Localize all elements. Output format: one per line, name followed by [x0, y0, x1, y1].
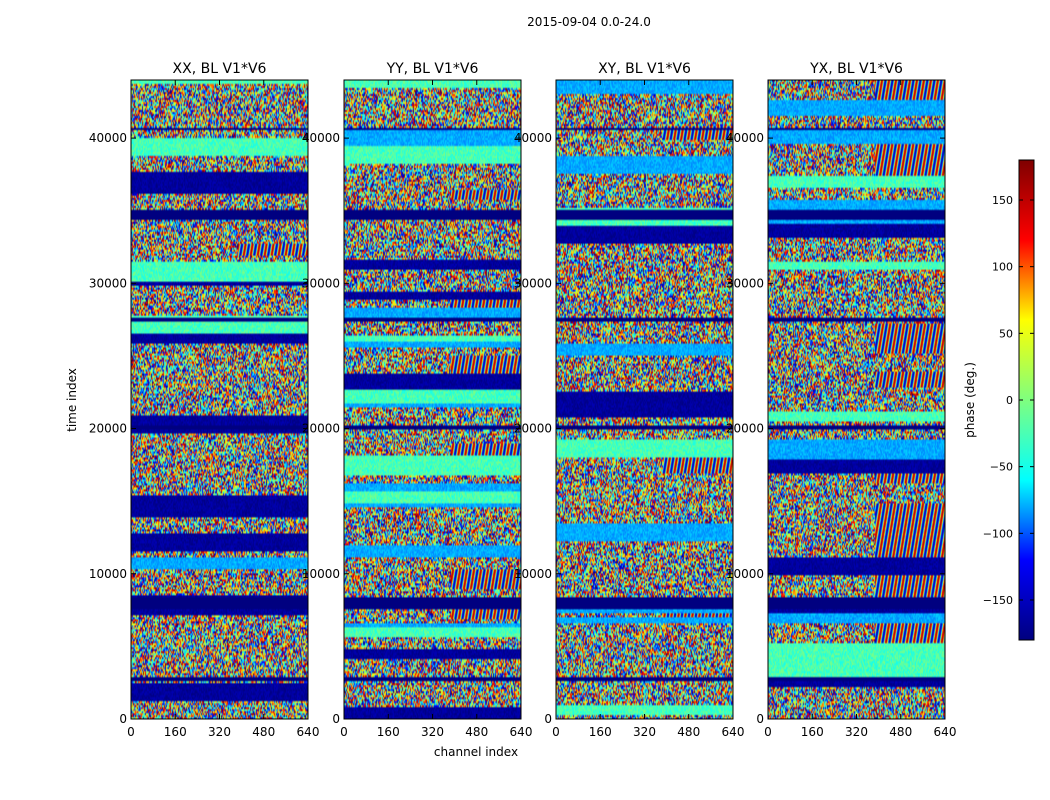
- y-tick-label: 0: [756, 712, 764, 726]
- x-axis-label: channel index: [434, 745, 518, 759]
- colorbar: 150 100 50 0 −50 −100 −150 phase (deg.): [963, 159, 1035, 641]
- y-tick-label: 0: [332, 712, 340, 726]
- x-tick-label: 0: [552, 725, 560, 739]
- heatmap-image: [344, 80, 521, 719]
- x-tick-label: 480: [465, 725, 488, 739]
- x-tick-label: 640: [297, 725, 320, 739]
- x-tick-label: 0: [127, 725, 135, 739]
- y-tick-label: 30000: [89, 276, 127, 290]
- heatmap-panels: XX, BL V1*V6 0 160 320 480 640 0 10000 20000 3000…: [89, 61, 957, 739]
- y-tick-label: 20000: [726, 422, 764, 436]
- x-tick-label: 0: [764, 725, 772, 739]
- panel-title: YY, BL V1*V6: [386, 61, 479, 77]
- y-tick-label: 20000: [514, 422, 552, 436]
- y-tick-label: 10000: [302, 567, 340, 581]
- colorbar-label: phase (deg.): [963, 362, 977, 438]
- heatmap-panel: YX, BL V1*V6 0 160 320 480 640 0 10000 20000 3000…: [726, 61, 957, 739]
- x-tick-label: 640: [934, 725, 957, 739]
- colorbar-tick-label: −100: [983, 527, 1013, 540]
- x-tick-label: 160: [589, 725, 612, 739]
- panel-title: YX, BL V1*V6: [809, 61, 903, 77]
- colorbar-tick-label: 50: [999, 327, 1013, 340]
- x-tick-label: 320: [208, 725, 231, 739]
- x-tick-label: 160: [164, 725, 187, 739]
- colorbar-tick-label: −50: [990, 461, 1013, 474]
- y-tick-label: 10000: [514, 567, 552, 581]
- y-tick-label: 40000: [726, 131, 764, 145]
- y-tick-label: 40000: [514, 131, 552, 145]
- y-tick-label: 40000: [89, 131, 127, 145]
- colorbar-ticks: 150 100 50 0 −50 −100 −150: [983, 194, 1034, 607]
- y-tick-label: 30000: [302, 276, 340, 290]
- heatmap-image: [768, 80, 945, 719]
- y-tick-label: 30000: [726, 276, 764, 290]
- panel-title: XY, BL V1*V6: [598, 61, 691, 77]
- y-tick-label: 0: [119, 712, 127, 726]
- x-tick-label: 640: [510, 725, 533, 739]
- y-axis-label: time index: [65, 368, 79, 432]
- y-tick-label: 10000: [89, 567, 127, 581]
- heatmap-image: [556, 80, 733, 719]
- heatmap-image: [131, 80, 308, 719]
- figure-suptitle: 2015-09-04 0.0-24.0: [527, 15, 651, 29]
- panel-title: XX, BL V1*V6: [173, 61, 267, 77]
- x-tick-label: 160: [801, 725, 824, 739]
- x-tick-label: 320: [845, 725, 868, 739]
- x-tick-label: 0: [340, 725, 348, 739]
- colorbar-tick-label: 150: [992, 194, 1013, 207]
- y-tick-label: 0: [544, 712, 552, 726]
- colorbar-tick-label: 100: [992, 261, 1013, 274]
- x-tick-label: 320: [633, 725, 656, 739]
- y-tick-label: 10000: [726, 567, 764, 581]
- y-tick-label: 20000: [89, 422, 127, 436]
- x-tick-label: 160: [377, 725, 400, 739]
- x-tick-label: 480: [252, 725, 275, 739]
- heatmap-panel: XX, BL V1*V6 0 160 320 480 640 0 10000 20000 3000…: [89, 61, 320, 739]
- y-tick-label: 30000: [514, 276, 552, 290]
- x-tick-label: 480: [677, 725, 700, 739]
- y-tick-label: 20000: [302, 422, 340, 436]
- y-tick-label: 40000: [302, 131, 340, 145]
- x-tick-label: 320: [421, 725, 444, 739]
- heatmap-panel: XY, BL V1*V6 0 160 320 480 640 0 10000 20000 3000…: [514, 61, 745, 739]
- x-tick-label: 480: [889, 725, 912, 739]
- heatmap-panel: YY, BL V1*V6 0 160 320 480 640 0 10000 20000 3000…: [302, 61, 533, 739]
- colorbar-tick-label: 0: [1006, 394, 1013, 407]
- x-tick-label: 640: [722, 725, 745, 739]
- colorbar-tick-label: −150: [983, 594, 1013, 607]
